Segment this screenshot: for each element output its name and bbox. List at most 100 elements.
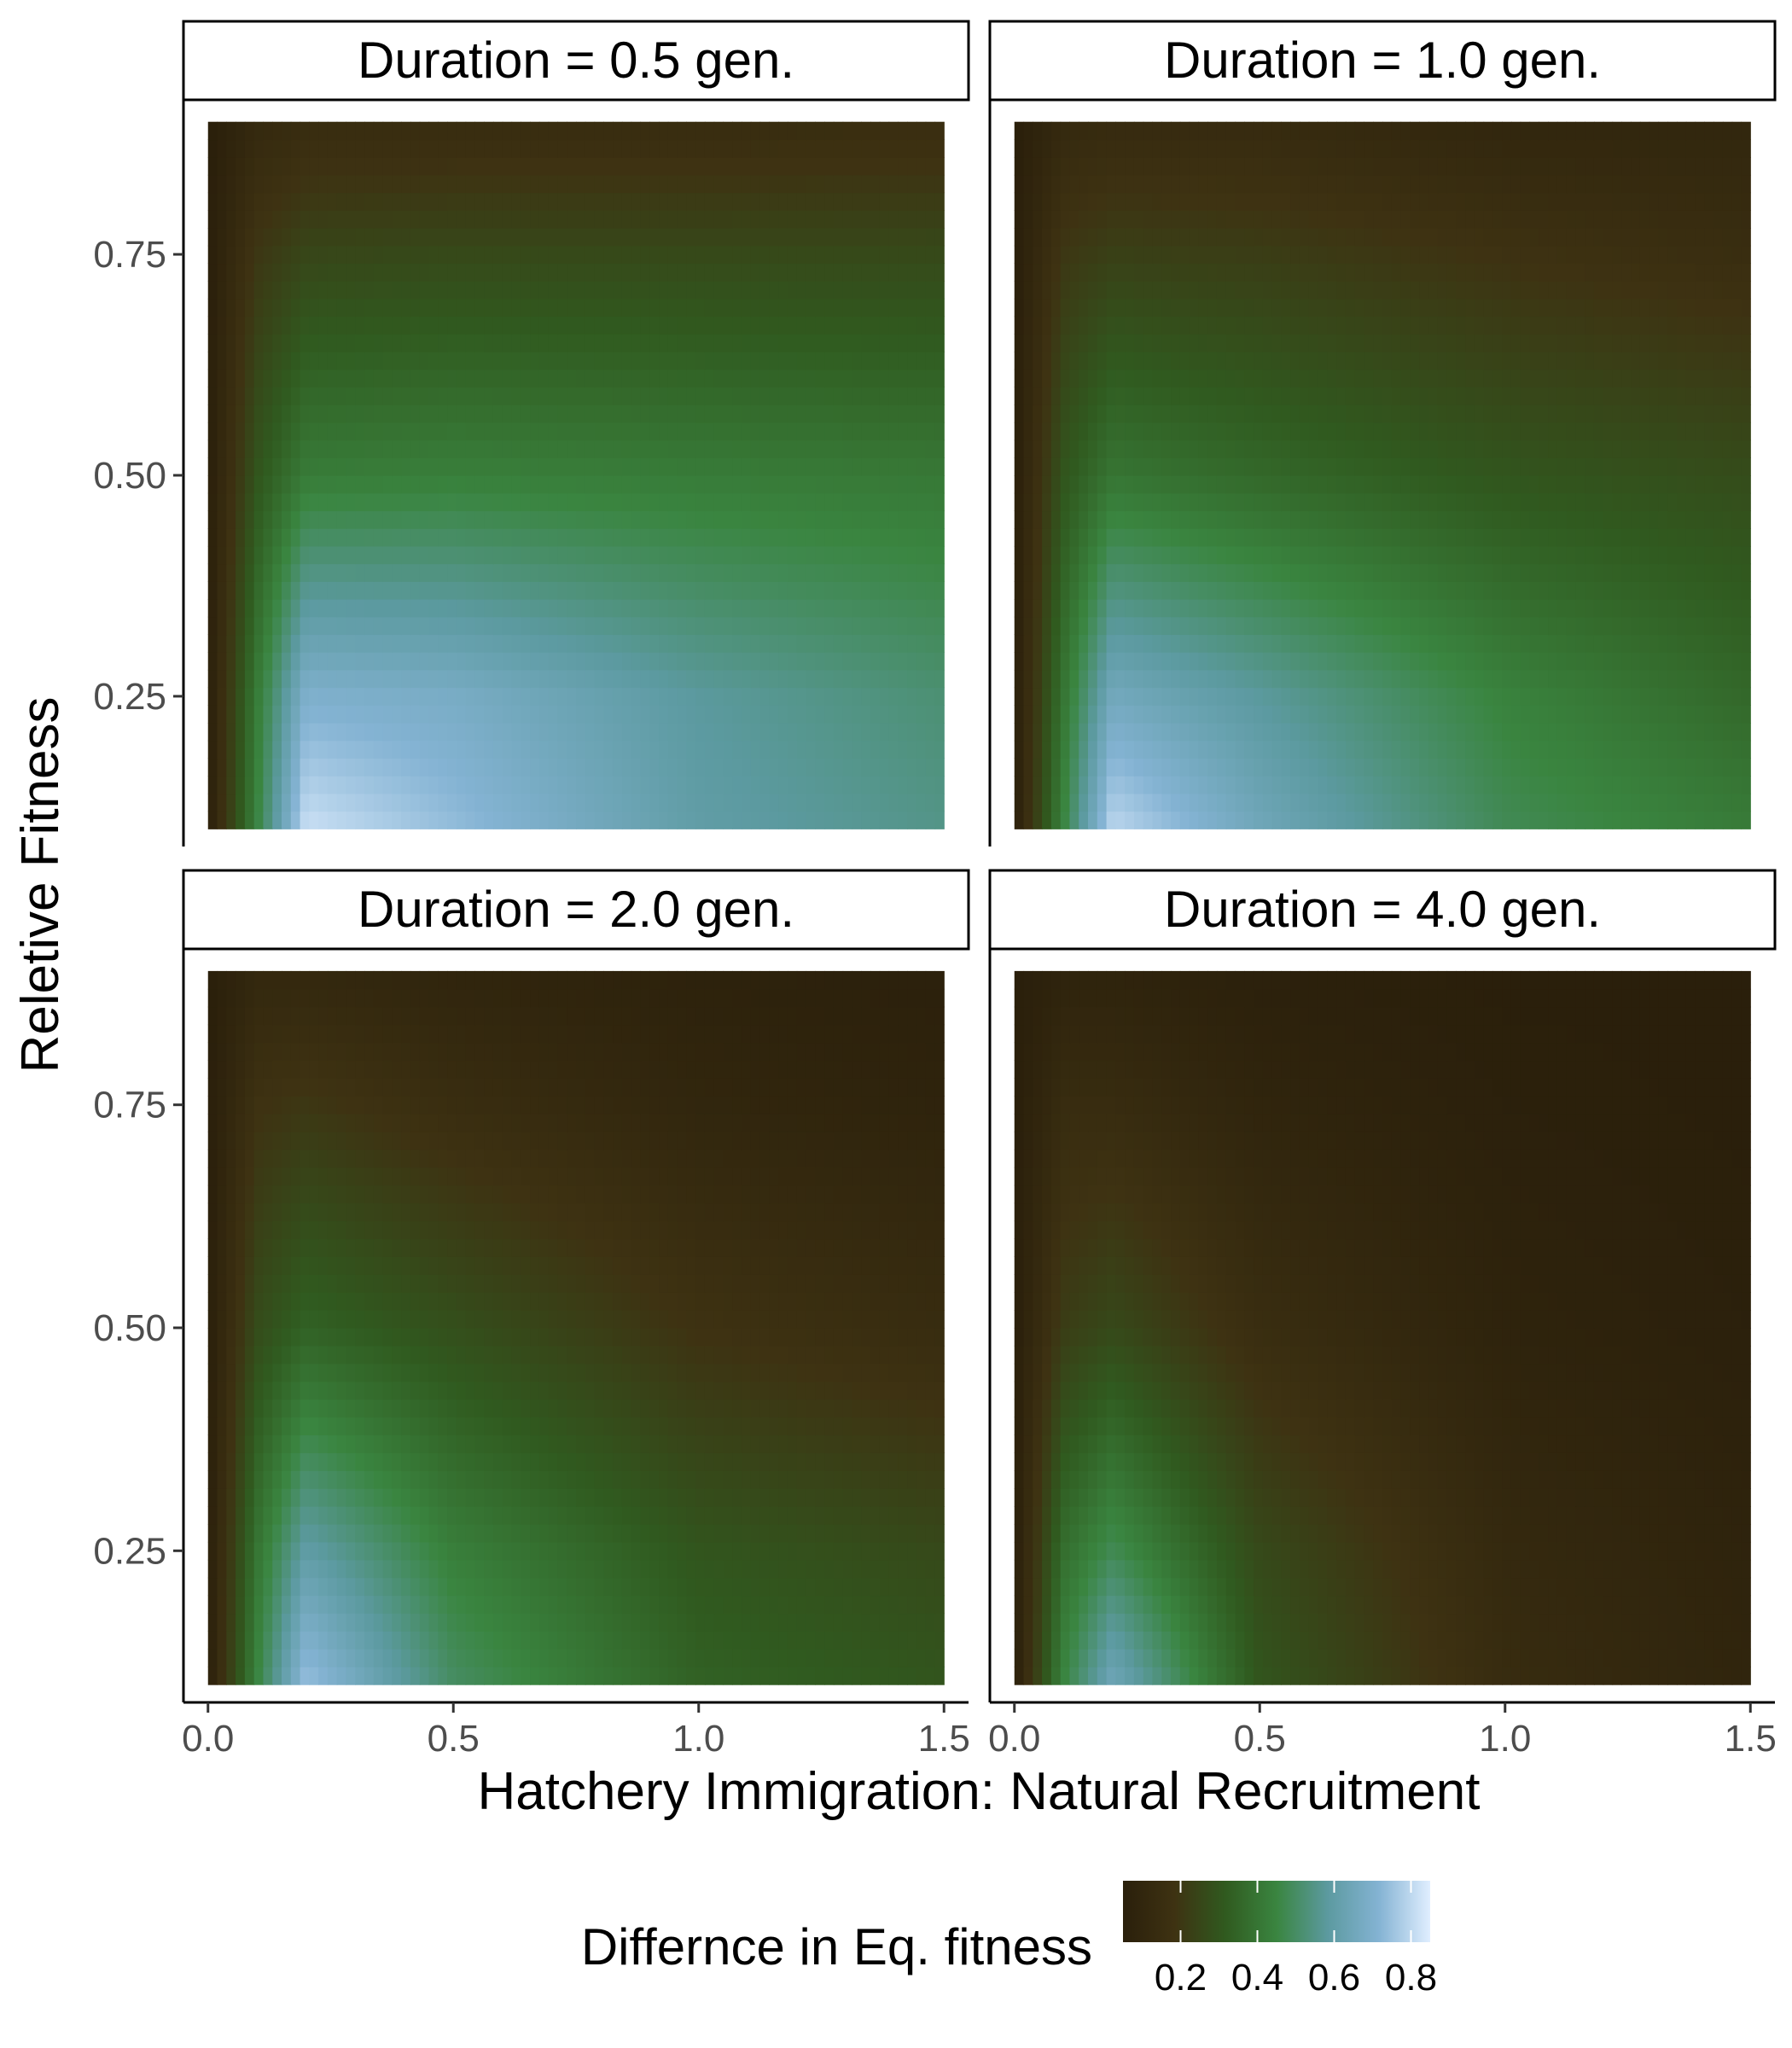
heatmap-tile xyxy=(465,545,476,565)
heatmap-tile xyxy=(861,669,871,689)
heatmap-tile xyxy=(327,528,338,547)
heatmap-tile xyxy=(392,387,402,405)
heatmap-tile xyxy=(548,228,559,247)
heatmap-tile xyxy=(474,457,485,476)
heatmap-tile xyxy=(1345,705,1356,724)
heatmap-tile xyxy=(364,387,375,405)
heatmap-tile xyxy=(557,387,567,405)
heatmap-tile xyxy=(282,669,292,689)
heatmap-tile xyxy=(373,758,384,777)
heatmap-tile xyxy=(263,705,273,724)
heatmap-tile xyxy=(567,192,577,211)
heatmap-tile xyxy=(1106,811,1116,829)
heatmap-tile xyxy=(686,174,696,194)
heatmap-tile xyxy=(934,723,945,742)
heatmap-tile xyxy=(1023,652,1033,671)
heatmap-tile xyxy=(907,281,917,300)
heatmap-tile xyxy=(742,723,752,742)
heatmap-tile xyxy=(1391,723,1402,742)
heatmap-tile xyxy=(1171,705,1181,724)
heatmap-tile xyxy=(852,245,862,265)
heatmap-tile xyxy=(382,475,393,494)
heatmap-tile xyxy=(474,316,485,335)
heatmap-tile xyxy=(934,281,945,300)
heatmap-tile xyxy=(244,616,255,636)
heatmap-tile xyxy=(1097,528,1108,547)
heatmap-tile xyxy=(382,210,393,229)
heatmap-tile xyxy=(1539,723,1549,742)
heatmap-tile xyxy=(1171,599,1181,618)
heatmap-tile xyxy=(1685,669,1696,689)
heatmap-tile xyxy=(1299,652,1310,671)
heatmap-tile xyxy=(410,723,421,742)
heatmap-tile xyxy=(1244,634,1254,653)
heatmap-tile xyxy=(456,263,467,282)
heatmap-tile xyxy=(613,228,623,247)
heatmap-tile xyxy=(576,811,586,829)
heatmap-tile xyxy=(236,758,246,777)
heatmap-tile xyxy=(253,545,265,565)
heatmap-tile xyxy=(401,563,411,582)
heatmap-tile xyxy=(557,528,567,547)
heatmap-tile xyxy=(346,334,356,352)
heatmap-tile xyxy=(759,316,771,335)
heatmap-tile xyxy=(410,545,421,565)
heatmap-tile xyxy=(401,228,411,247)
heatmap-tile xyxy=(1106,563,1116,582)
heatmap-tile xyxy=(1410,687,1420,706)
heatmap-tile xyxy=(787,758,798,777)
heatmap-tile xyxy=(1299,723,1310,742)
heatmap-tile xyxy=(870,352,881,370)
heatmap-tile xyxy=(934,369,945,388)
heatmap-tile xyxy=(401,422,411,441)
heatmap-tile xyxy=(1033,581,1043,600)
heatmap-tile xyxy=(1281,475,1291,494)
heatmap-tile xyxy=(1161,616,1172,636)
heatmap-tile xyxy=(1079,616,1089,636)
heatmap-tile xyxy=(1161,422,1172,441)
heatmap-tile xyxy=(1216,599,1227,618)
heatmap-tile xyxy=(1033,652,1043,671)
heatmap-tile xyxy=(621,669,632,689)
heatmap-tile xyxy=(511,811,521,829)
heatmap-tile xyxy=(934,758,945,777)
heatmap-tile xyxy=(1474,475,1485,494)
heatmap-tile xyxy=(1593,457,1604,476)
heatmap-tile xyxy=(594,210,604,229)
heatmap-tile xyxy=(852,492,862,512)
heatmap-tile xyxy=(1290,634,1300,653)
heatmap-tile xyxy=(1133,439,1144,458)
heatmap-tile xyxy=(336,616,347,636)
heatmap-tile xyxy=(1189,793,1199,812)
heatmap-tile xyxy=(769,758,779,777)
heatmap-tile xyxy=(318,545,329,565)
heatmap-tile xyxy=(1225,705,1236,724)
heatmap-tile xyxy=(263,316,273,335)
heatmap-tile xyxy=(1354,581,1365,600)
heatmap-tile xyxy=(659,387,669,405)
heatmap-tile xyxy=(631,121,642,141)
heatmap-tile xyxy=(382,510,393,529)
heatmap-tile xyxy=(1483,723,1493,742)
heatmap-tile xyxy=(861,281,871,300)
heatmap-tile xyxy=(502,652,513,671)
heatmap-tile xyxy=(1446,793,1457,812)
heatmap-tile xyxy=(603,687,614,706)
heatmap-tile xyxy=(1575,758,1585,777)
heatmap-tile xyxy=(833,298,844,317)
heatmap-tile xyxy=(502,705,513,724)
heatmap-tile xyxy=(272,404,282,423)
heatmap-tile xyxy=(1373,652,1383,671)
heatmap-tile xyxy=(1612,740,1622,759)
heatmap-tile xyxy=(1695,616,1705,636)
heatmap-tile xyxy=(778,192,788,211)
heatmap-tile xyxy=(1179,705,1190,724)
heatmap-tile xyxy=(1345,652,1356,671)
heatmap-tile xyxy=(428,528,439,547)
heatmap-tile xyxy=(870,404,881,423)
heatmap-tile xyxy=(585,758,596,777)
heatmap-tile xyxy=(1354,705,1365,724)
heatmap-tile xyxy=(723,510,733,529)
heatmap-tile xyxy=(548,174,559,194)
heatmap-tile xyxy=(263,334,273,352)
